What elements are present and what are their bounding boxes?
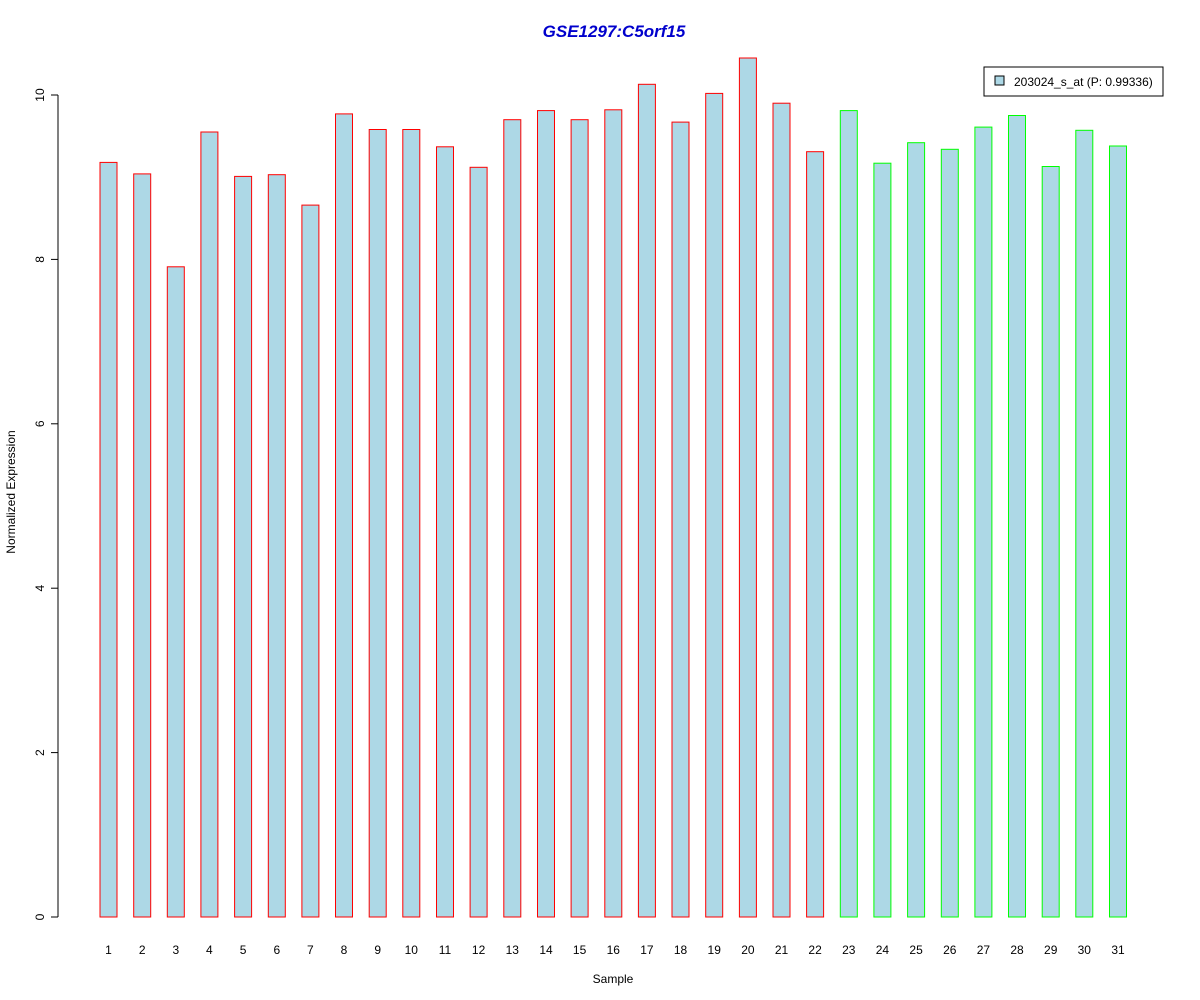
bar-sample-23: [839, 110, 858, 918]
x-tick-label: 16: [607, 943, 621, 957]
x-tick-label: 30: [1078, 943, 1092, 957]
x-tick-label: 14: [539, 943, 553, 957]
legend-swatch: [994, 75, 1005, 86]
legend-label: 203024_s_at (P: 0.99336): [1014, 75, 1153, 89]
x-tick-label: 31: [1111, 943, 1125, 957]
x-tick-label: 21: [775, 943, 789, 957]
bar-sample-15: [570, 119, 589, 918]
y-tick-label: 6: [33, 420, 47, 427]
bar-sample-11: [436, 146, 454, 918]
bar-sample-25: [907, 142, 926, 918]
bar-sample-24: [873, 162, 892, 918]
bar-sample-21: [772, 102, 791, 918]
x-tick-label: 28: [1010, 943, 1024, 957]
bar-sample-7: [301, 204, 320, 918]
y-axis-title: Normalized Expression: [4, 430, 18, 553]
x-tick-label: 12: [472, 943, 486, 957]
bars-group: [99, 57, 1127, 918]
x-tick-label: 17: [640, 943, 654, 957]
bar-sample-8: [335, 113, 353, 918]
x-tick-label: 19: [708, 943, 722, 957]
y-tick-label: 2: [33, 749, 47, 756]
y-tick-label: 4: [33, 585, 47, 592]
x-tick-label: 29: [1044, 943, 1058, 957]
bar-sample-5: [234, 175, 253, 918]
y-tick-label: 8: [33, 256, 47, 263]
bar-sample-12: [469, 166, 488, 918]
x-axis-title: Sample: [593, 972, 634, 986]
x-tick-label: 23: [842, 943, 856, 957]
bar-sample-22: [806, 151, 825, 918]
bar-sample-19: [705, 92, 724, 918]
x-tick-label: 27: [977, 943, 991, 957]
bar-sample-1: [99, 161, 118, 918]
x-tick-label: 22: [808, 943, 822, 957]
bar-sample-6: [267, 174, 286, 918]
x-tick-label: 18: [674, 943, 688, 957]
x-tick-label: 1: [105, 943, 112, 957]
bar-sample-14: [537, 110, 555, 918]
x-tick-label: 5: [240, 943, 247, 957]
y-tick-label: 10: [33, 88, 47, 102]
chart-title: GSE1297:C5orf15: [543, 22, 686, 41]
bar-sample-28: [1008, 115, 1026, 918]
x-tick-label: 11: [439, 943, 452, 957]
bar-sample-13: [503, 119, 522, 918]
bar-sample-4: [200, 131, 219, 918]
x-tick-label: 4: [206, 943, 213, 957]
bar-sample-26: [940, 148, 959, 918]
bar-sample-31: [1109, 145, 1127, 918]
x-tick-label: 13: [506, 943, 520, 957]
bar-sample-10: [402, 129, 421, 918]
x-tick-label: 9: [374, 943, 381, 957]
bar-sample-17: [637, 83, 656, 918]
x-tick-label: 3: [172, 943, 179, 957]
bar-sample-29: [1041, 166, 1060, 918]
bar-sample-30: [1075, 129, 1094, 918]
x-tick-label: 15: [573, 943, 587, 957]
bar-sample-2: [133, 173, 152, 918]
legend-box: [983, 66, 1164, 97]
x-axis-labels: 1 2 3 4 5 6 7 8 9 10 11 12 13 14 15 16 17 18 19 20 21 22 23 24 2…: [105, 943, 1125, 957]
bar-sample-9: [368, 129, 387, 918]
y-axis: 0 2 4 6 8 10: [33, 88, 59, 920]
x-tick-label: 25: [909, 943, 923, 957]
bar-sample-16: [604, 109, 623, 918]
bar-sample-3: [166, 266, 185, 918]
bar-sample-18: [671, 121, 690, 918]
legend: 203024_s_at (P: 0.99336): [983, 66, 1164, 97]
x-tick-label: 10: [405, 943, 419, 957]
x-tick-label: 26: [943, 943, 957, 957]
y-tick-label: 0: [33, 913, 47, 920]
x-tick-label: 20: [741, 943, 755, 957]
x-tick-label: 7: [307, 943, 314, 957]
bar-sample-27: [974, 126, 993, 918]
x-tick-label: 2: [139, 943, 146, 957]
x-tick-label: 8: [341, 943, 348, 957]
x-tick-label: 6: [273, 943, 280, 957]
x-tick-label: 24: [876, 943, 890, 957]
bar-sample-20: [738, 57, 757, 918]
